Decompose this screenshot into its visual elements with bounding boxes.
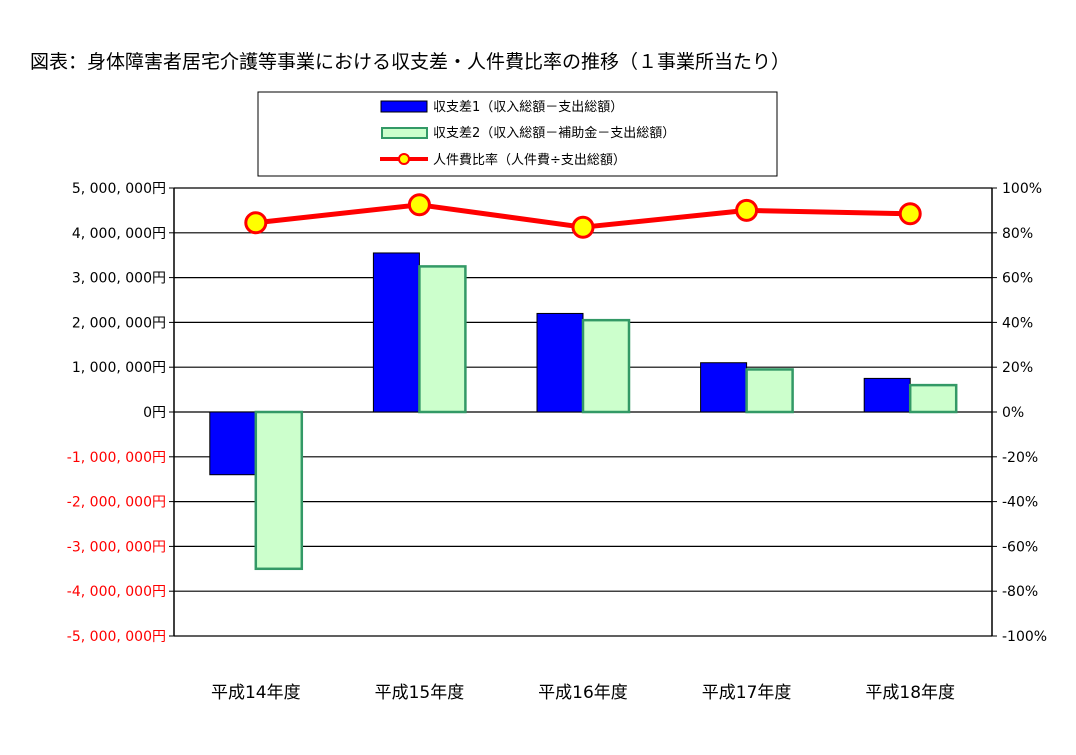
legend: 収支差1（収入総額－支出総額） 収支差2（収入総額－補助金－支出総額） 人件費比…: [257, 91, 778, 177]
ratio-point: [898, 202, 922, 226]
legend-label-series2: 収支差2（収入総額－補助金－支出総額）: [433, 125, 675, 141]
y-tick-label: -2, 000, 000円: [67, 495, 166, 511]
x-tick-label: 平成16年度: [538, 683, 628, 703]
ratio-point: [407, 193, 431, 217]
bar-series1: [536, 312, 584, 413]
bar-series1: [700, 362, 748, 413]
bar-series2: [418, 265, 467, 414]
y2-tick-label: -60%: [1002, 539, 1038, 555]
ratio-point: [735, 198, 759, 222]
legend-box: [257, 91, 778, 177]
y-tick-label: 1, 000, 000円: [72, 360, 166, 376]
x-tick-label: 平成15年度: [375, 683, 465, 703]
legend-label-series1: 収支差1（収入総額－支出総額）: [433, 100, 623, 115]
y-tick-label: 0円: [143, 405, 166, 421]
y-tick-label: 2, 000, 000円: [72, 315, 166, 331]
ratio-point: [244, 211, 268, 235]
y-tick-label: 4, 000, 000円: [72, 226, 166, 242]
y2-tick-label: -40%: [1002, 495, 1038, 511]
bar-series2: [254, 410, 304, 571]
bar-series1: [863, 377, 911, 413]
legend-marker-series3: [398, 153, 410, 165]
y-tick-label: -5, 000, 000円: [67, 629, 166, 645]
y-tick-label: -1, 000, 000円: [67, 450, 166, 466]
y2-tick-label: 20%: [1002, 360, 1033, 376]
legend-label-series3: 人件費比率（人件費÷支出総額）: [433, 152, 626, 168]
y-tick-label: 3, 000, 000円: [72, 271, 166, 287]
ratio-line: [244, 193, 922, 239]
bar-series1: [372, 252, 420, 413]
y2-tick-label: 100%: [1002, 181, 1042, 197]
legend-swatch-series2: [381, 127, 428, 139]
y2-tick-label: 40%: [1002, 315, 1033, 331]
ratio-point: [571, 215, 595, 239]
x-tick-label: 平成17年度: [702, 683, 792, 703]
y2-tick-label: -80%: [1002, 584, 1038, 600]
y2-tick-label: 80%: [1002, 226, 1033, 242]
y2-tick-label: 60%: [1002, 271, 1033, 287]
chart-title: 図表：身体障害者居宅介護等事業における収支差・人件費比率の推移（１事業所当たり）: [30, 51, 790, 73]
x-tick-label: 平成18年度: [865, 683, 955, 703]
y-tick-label: -3, 000, 000円: [67, 539, 166, 555]
axes: 5, 000, 000円 100% 4, 000, 000円 80% 3, 000, 0…: [67, 181, 1047, 703]
bar-series2: [581, 318, 631, 414]
bar-series2: [745, 368, 794, 414]
y2-tick-label: -100%: [1002, 629, 1047, 645]
y2-tick-label: 0%: [1002, 405, 1024, 421]
y-tick-label: -4, 000, 000円: [67, 584, 166, 600]
bar-series2: [908, 383, 958, 414]
y-tick-label: 5, 000, 000円: [72, 181, 166, 197]
legend-swatch-series1: [380, 100, 428, 113]
x-tick-label: 平成14年度: [211, 683, 301, 703]
bar-series1: [209, 411, 257, 476]
y2-tick-label: -20%: [1002, 450, 1038, 466]
bars: [209, 252, 958, 571]
